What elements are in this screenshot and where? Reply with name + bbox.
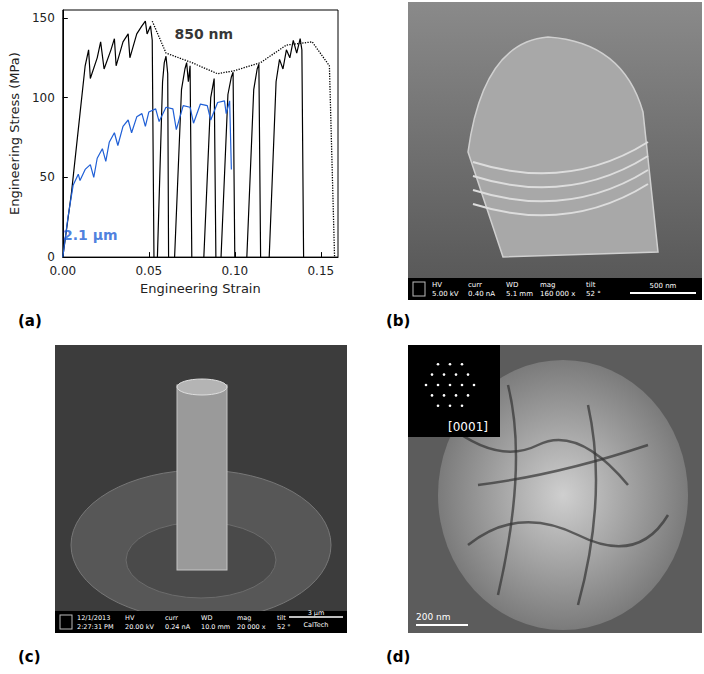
svg-text:0.40 nA: 0.40 nA (468, 290, 495, 298)
svg-text:CalTech: CalTech (304, 621, 329, 629)
svg-text:(d): (d) (386, 648, 410, 666)
svg-text:(c): (c) (18, 648, 41, 666)
svg-text:5.00 kV: 5.00 kV (432, 290, 459, 298)
svg-text:(a): (a) (18, 312, 42, 330)
svg-text:12/1/2013: 12/1/2013 (77, 614, 110, 622)
svg-text:500 nm: 500 nm (650, 282, 677, 290)
svg-text:0.10: 0.10 (221, 264, 248, 278)
svg-text:HV: HV (125, 614, 135, 622)
svg-text:0.24 nA: 0.24 nA (165, 623, 191, 631)
svg-text:0.15: 0.15 (307, 264, 334, 278)
svg-text:HV: HV (432, 281, 442, 289)
svg-text:0.00: 0.00 (49, 264, 76, 278)
svg-text:100: 100 (32, 91, 55, 105)
svg-text:160 000 x: 160 000 x (540, 290, 575, 298)
svg-text:Engineering Strain: Engineering Strain (140, 281, 261, 296)
svg-text:WD: WD (506, 281, 518, 289)
svg-text:0: 0 (47, 250, 55, 264)
svg-text:10.0 mm: 10.0 mm (201, 623, 230, 631)
svg-text:curr: curr (165, 614, 178, 622)
svg-text:curr: curr (468, 281, 482, 289)
svg-text:20.00 kV: 20.00 kV (125, 623, 154, 631)
svg-text:Engineering Stress (MPa): Engineering Stress (MPa) (7, 52, 22, 215)
svg-text:150: 150 (32, 11, 55, 25)
svg-text:tilt: tilt (586, 281, 596, 289)
svg-text:20 000 x: 20 000 x (237, 623, 266, 631)
svg-text:[0001]: [0001] (448, 420, 488, 434)
svg-text:2:27:31 PM: 2:27:31 PM (77, 623, 114, 631)
svg-text:mag: mag (237, 614, 251, 622)
svg-text:50: 50 (40, 170, 55, 184)
svg-text:(b): (b) (386, 312, 410, 330)
svg-text:5.1 mm: 5.1 mm (506, 290, 533, 298)
svg-text:200 nm: 200 nm (416, 612, 451, 622)
svg-text:850 nm: 850 nm (175, 26, 234, 42)
svg-text:3 µm: 3 µm (308, 609, 325, 617)
svg-text:mag: mag (540, 281, 556, 289)
svg-text:52 °: 52 ° (586, 290, 601, 298)
svg-text:2.1 µm: 2.1 µm (63, 227, 118, 243)
svg-text:0.05: 0.05 (135, 264, 162, 278)
svg-text:WD: WD (201, 614, 212, 622)
svg-text:tilt: tilt (277, 614, 286, 622)
svg-text:52 °: 52 ° (277, 623, 291, 631)
